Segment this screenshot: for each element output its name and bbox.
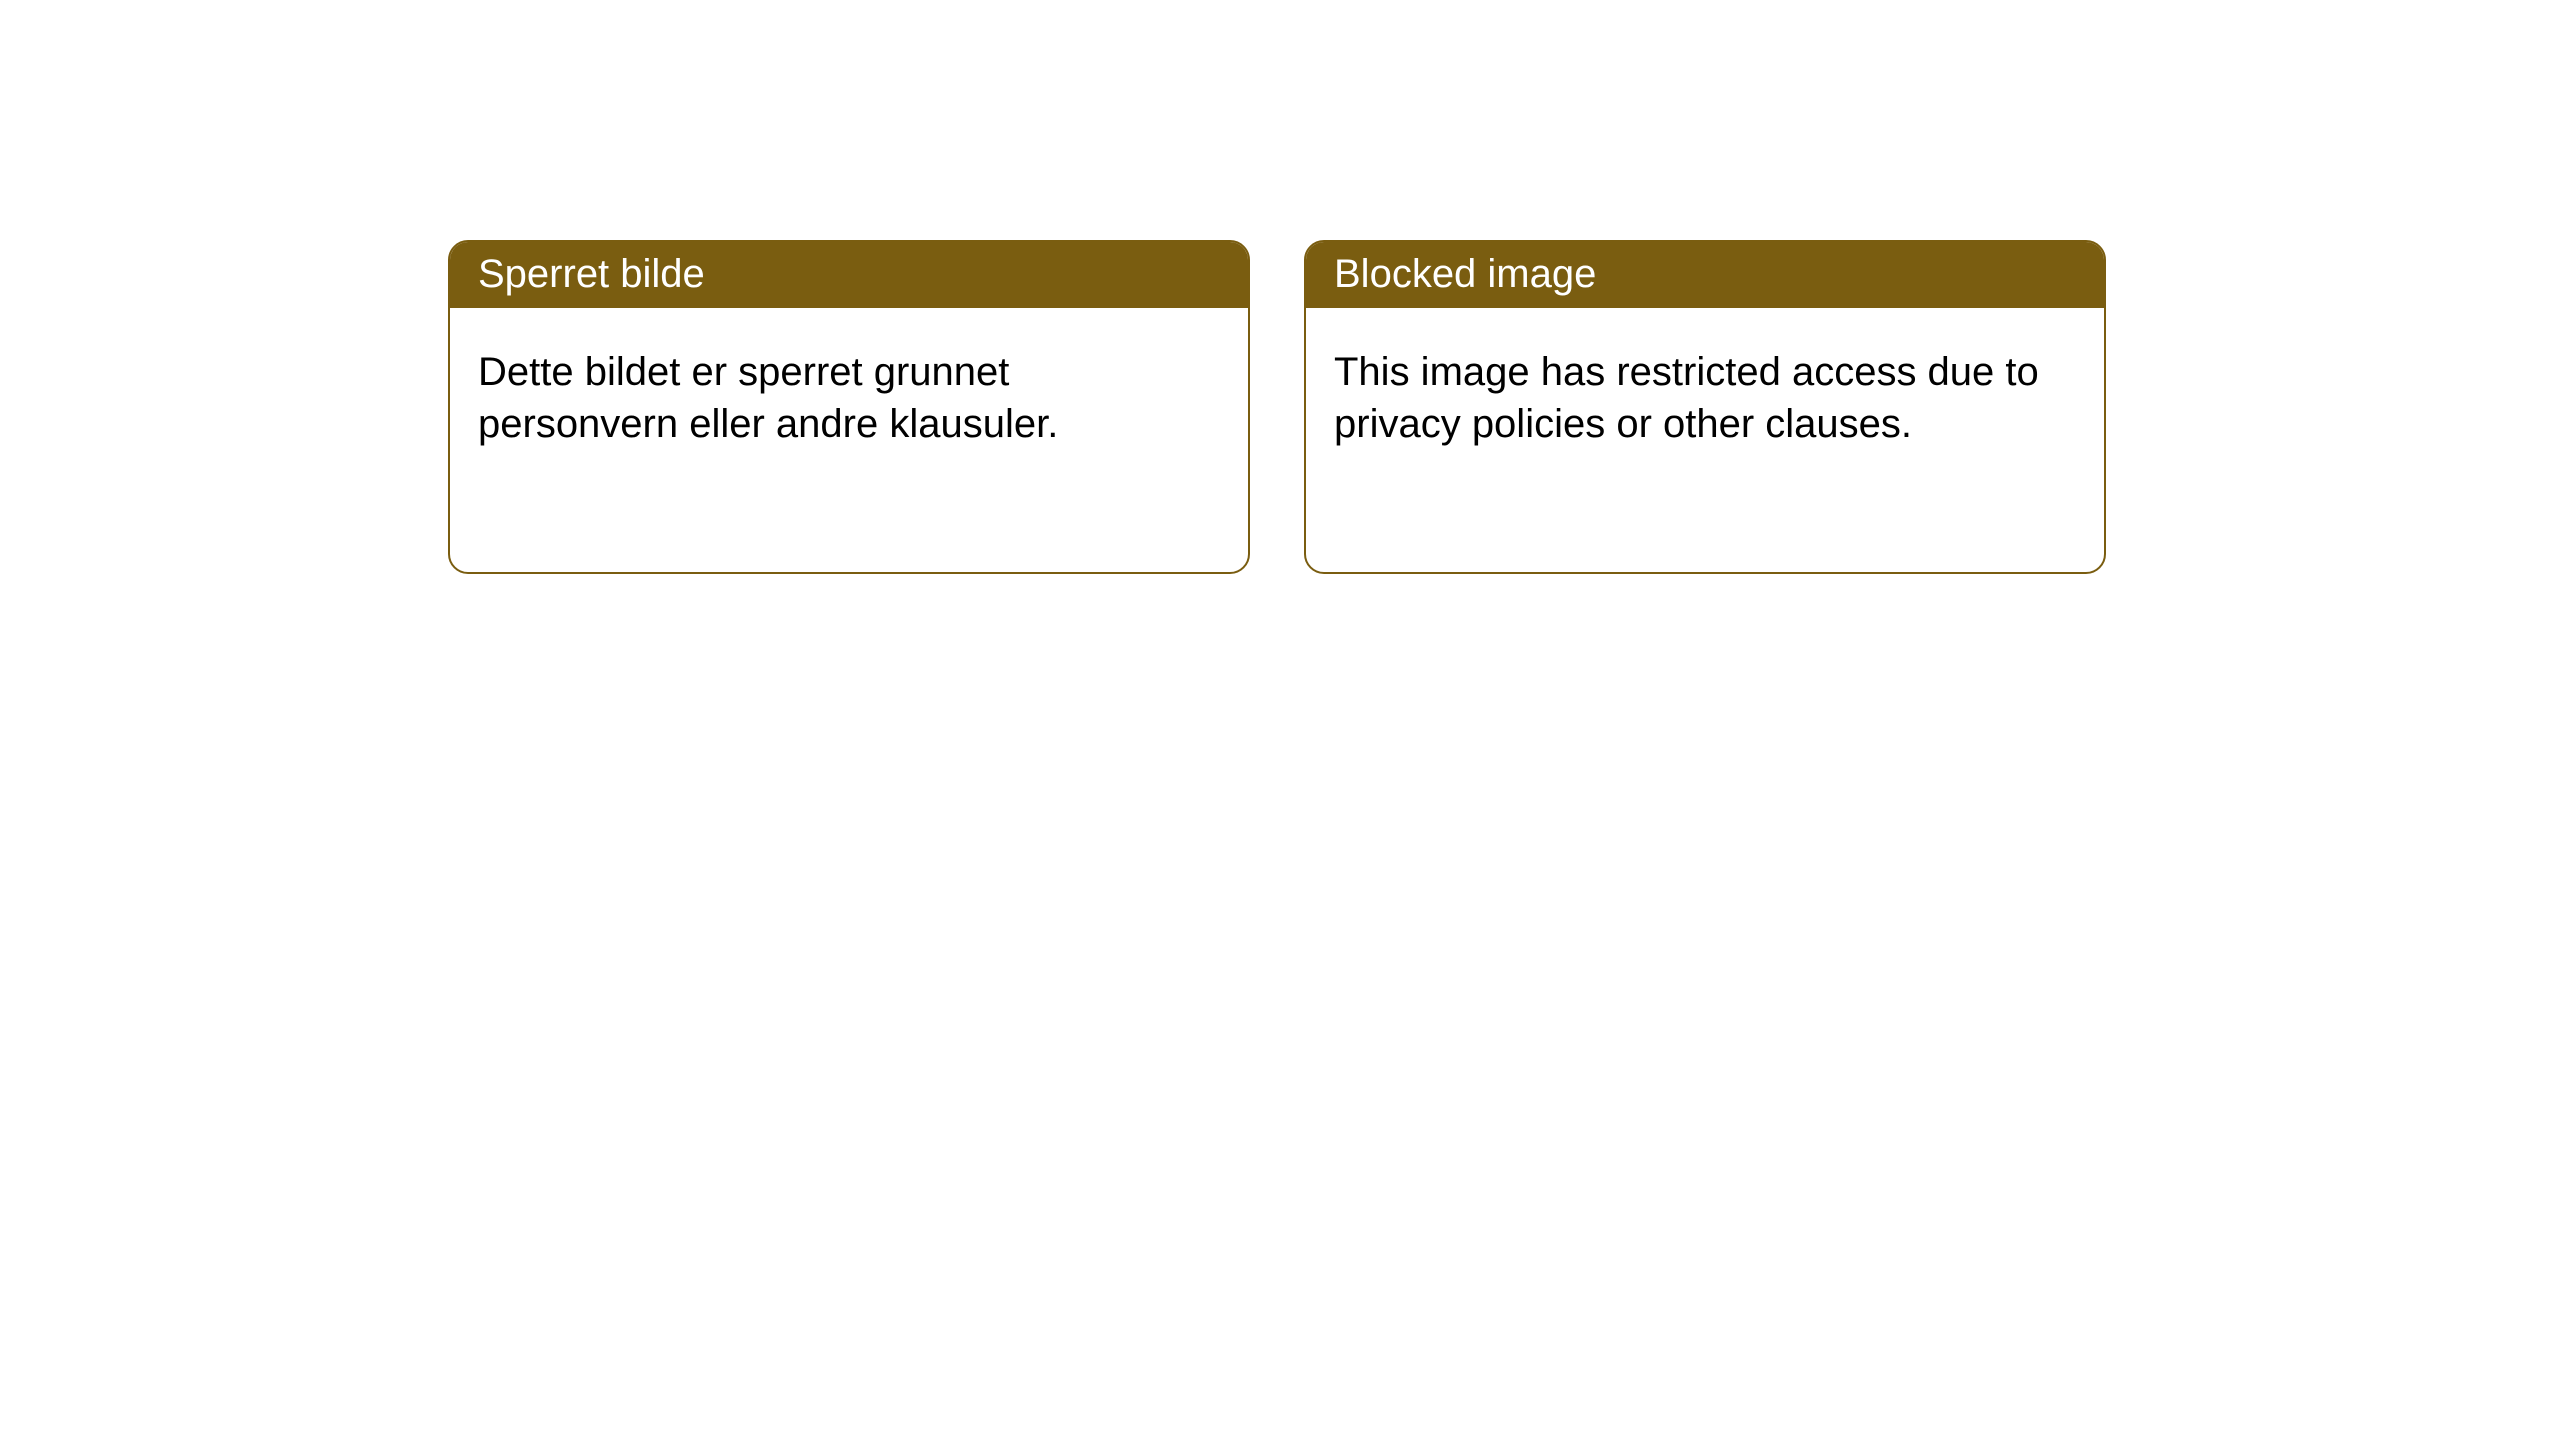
- notice-card-english: Blocked image This image has restricted …: [1304, 240, 2106, 574]
- notice-header-norwegian: Sperret bilde: [450, 242, 1248, 308]
- notice-container: Sperret bilde Dette bildet er sperret gr…: [0, 0, 2560, 574]
- notice-body-english: This image has restricted access due to …: [1306, 308, 2104, 478]
- notice-card-norwegian: Sperret bilde Dette bildet er sperret gr…: [448, 240, 1250, 574]
- notice-body-norwegian: Dette bildet er sperret grunnet personve…: [450, 308, 1248, 478]
- notice-header-english: Blocked image: [1306, 242, 2104, 308]
